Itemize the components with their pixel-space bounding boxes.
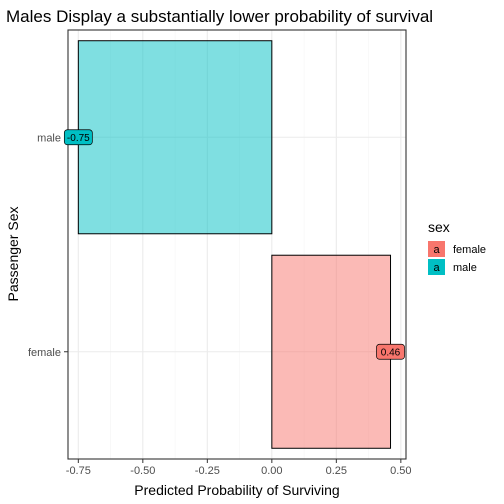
bar-male bbox=[77, 40, 273, 235]
legend-key-glyph: a bbox=[433, 262, 440, 274]
data-labels-layer: 0.46 -0.75 bbox=[63, 129, 405, 360]
x-tick-label: 0.50 bbox=[390, 465, 411, 477]
x-axis: -0.75 -0.50 -0.25 0.00 0.25 0.50 bbox=[66, 459, 412, 477]
legend-key-glyph: a bbox=[433, 244, 440, 256]
x-axis-title: Predicted Probability of Surviving bbox=[134, 482, 339, 498]
legend-key bbox=[428, 241, 445, 257]
legend: sex a female a male bbox=[428, 219, 486, 275]
legend-title: sex bbox=[428, 219, 450, 235]
data-label-value: -0.75 bbox=[67, 133, 90, 144]
x-tick-label: -0.25 bbox=[195, 465, 220, 477]
chart-title: Males Display a substantially lower prob… bbox=[6, 7, 433, 26]
y-tick-label-male: male bbox=[37, 132, 61, 144]
legend-item-female: a female bbox=[428, 241, 486, 257]
y-axis-title: Passenger Sex bbox=[5, 207, 21, 302]
data-label-box bbox=[63, 129, 93, 146]
x-tick-label: -0.75 bbox=[66, 465, 91, 477]
y-tick-label-female: female bbox=[28, 347, 61, 359]
y-axis: female male bbox=[28, 132, 68, 359]
legend-label: male bbox=[453, 262, 477, 274]
bars-layer bbox=[77, 40, 392, 449]
legend-key bbox=[428, 259, 445, 275]
x-tick-label: 0.00 bbox=[261, 465, 282, 477]
data-label-male: -0.75 bbox=[63, 129, 93, 146]
bar-female bbox=[271, 254, 392, 449]
data-label-box bbox=[376, 343, 405, 360]
data-label-value: 0.46 bbox=[381, 347, 401, 358]
data-label-female: 0.46 bbox=[376, 343, 405, 360]
x-tick-label: 0.25 bbox=[326, 465, 347, 477]
x-tick-label: -0.50 bbox=[130, 465, 155, 477]
panel-border bbox=[67, 29, 407, 460]
legend-label: female bbox=[453, 244, 486, 256]
legend-item-male: a male bbox=[428, 259, 477, 275]
